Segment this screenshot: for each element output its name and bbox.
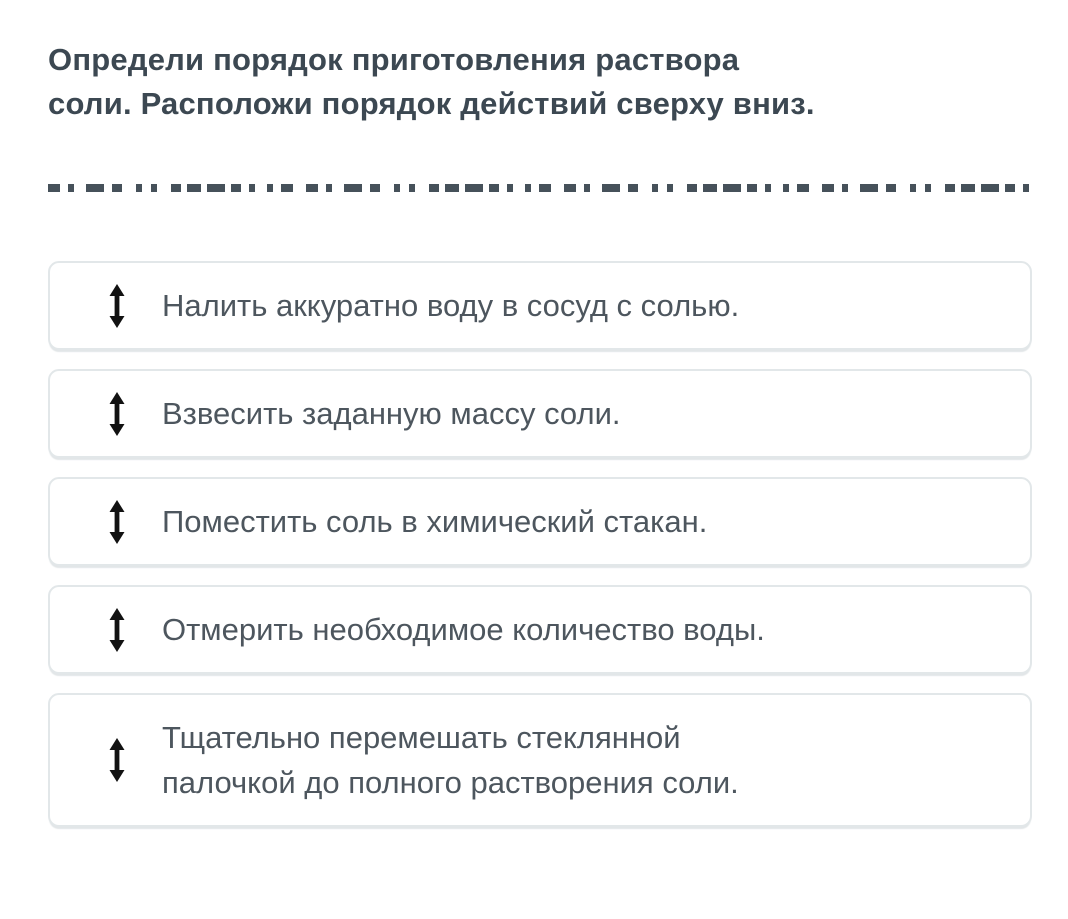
- list-item-label: Налить аккуратно воду в сосуд с солью.: [162, 288, 740, 323]
- list-item-label: Поместить соль в химический стакан.: [162, 504, 708, 539]
- drag-handle[interactable]: [105, 499, 129, 544]
- drag-handle[interactable]: [105, 607, 129, 652]
- drag-handle[interactable]: [105, 283, 129, 328]
- up-down-arrow-icon: [109, 283, 125, 328]
- sortable-list: Налить аккуратно воду в сосуд с солью. В…: [48, 261, 1032, 827]
- list-item[interactable]: Отмерить необходимое количество воды.: [48, 585, 1032, 674]
- drag-handle[interactable]: [105, 738, 129, 782]
- dashed-divider: [48, 184, 1032, 192]
- drag-handle[interactable]: [105, 391, 129, 436]
- list-item[interactable]: Тщательно перемешать стеклянной палочкой…: [48, 693, 1032, 827]
- list-item[interactable]: Взвесить заданную массу соли.: [48, 369, 1032, 458]
- up-down-arrow-icon: [109, 607, 125, 652]
- list-item-label: Отмерить необходимое количество воды.: [162, 612, 765, 647]
- task-page: Определи порядок приготовления раствора …: [0, 38, 1068, 919]
- up-down-arrow-icon: [109, 499, 125, 544]
- list-item[interactable]: Налить аккуратно воду в сосуд с солью.: [48, 261, 1032, 350]
- list-item-label: Взвесить заданную массу соли.: [162, 396, 621, 431]
- list-item[interactable]: Поместить соль в химический стакан.: [48, 477, 1032, 566]
- list-item-label: Тщательно перемешать стеклянной палочкой…: [162, 720, 739, 800]
- up-down-arrow-icon: [109, 391, 125, 436]
- up-down-arrow-icon: [109, 738, 125, 782]
- page-title: Определи порядок приготовления раствора …: [48, 42, 815, 121]
